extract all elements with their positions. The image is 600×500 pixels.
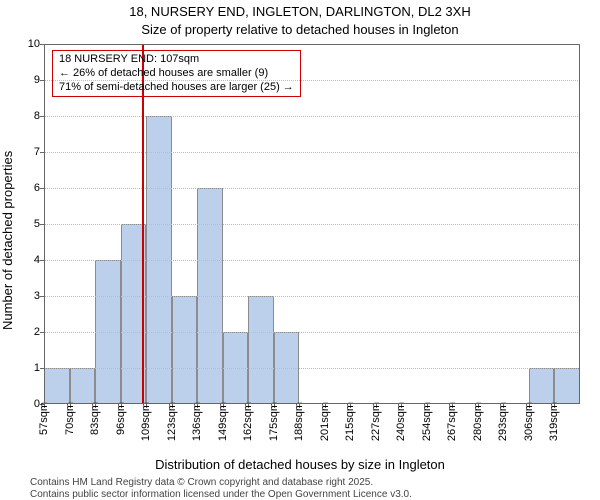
attribution-line1: Contains HM Land Registry data © Crown c… bbox=[30, 477, 373, 488]
xtick-label: 109sqm bbox=[140, 402, 152, 441]
annotation-box: 18 NURSERY END: 107sqm← 26% of detached … bbox=[52, 50, 301, 97]
ytick-label: 3 bbox=[20, 290, 40, 302]
ytick-label: 7 bbox=[20, 146, 40, 158]
chart-plot-area: 012345678910 57sqm70sqm83sqm96sqm109sqm1… bbox=[44, 44, 580, 404]
x-axis-label: Distribution of detached houses by size … bbox=[0, 457, 600, 472]
xtick-label: 201sqm bbox=[319, 402, 331, 441]
chart-title-line2: Size of property relative to detached ho… bbox=[0, 22, 600, 37]
ytick-label: 5 bbox=[20, 218, 40, 230]
ytick-label: 1 bbox=[20, 362, 40, 374]
chart-title-line1: 18, NURSERY END, INGLETON, DARLINGTON, D… bbox=[0, 4, 600, 19]
ytick-label: 0 bbox=[20, 398, 40, 410]
xtick-label: 149sqm bbox=[217, 402, 229, 441]
ytick-label: 9 bbox=[20, 74, 40, 86]
ytick-label: 8 bbox=[20, 110, 40, 122]
xtick-label: 280sqm bbox=[472, 402, 484, 441]
xtick-label: 240sqm bbox=[395, 402, 407, 441]
annotation-line3: 71% of semi-detached houses are larger (… bbox=[59, 81, 294, 95]
ytick-label: 4 bbox=[20, 254, 40, 266]
ytick-label: 6 bbox=[20, 182, 40, 194]
xtick-label: 96sqm bbox=[115, 402, 127, 435]
xtick-label: 227sqm bbox=[370, 402, 382, 441]
annotation-line1: 18 NURSERY END: 107sqm bbox=[59, 53, 294, 67]
y-axis-label: Number of detached properties bbox=[0, 151, 15, 330]
ytick-label: 10 bbox=[20, 38, 40, 50]
xtick-label: 162sqm bbox=[242, 402, 254, 441]
xtick-label: 188sqm bbox=[293, 402, 305, 441]
xtick-label: 267sqm bbox=[446, 402, 458, 441]
ytick-label: 2 bbox=[20, 326, 40, 338]
xtick-label: 175sqm bbox=[268, 402, 280, 441]
xtick-label: 123sqm bbox=[166, 402, 178, 441]
attribution-line2: Contains public sector information licen… bbox=[30, 489, 412, 500]
xtick-label: 306sqm bbox=[523, 402, 535, 441]
xtick-label: 293sqm bbox=[497, 402, 509, 441]
xtick-label: 319sqm bbox=[548, 402, 560, 441]
xtick-label: 57sqm bbox=[38, 402, 50, 435]
plot-border bbox=[44, 44, 580, 404]
xtick-label: 254sqm bbox=[421, 402, 433, 441]
annotation-line2: ← 26% of detached houses are smaller (9) bbox=[59, 67, 294, 81]
xtick-label: 70sqm bbox=[64, 402, 76, 435]
xtick-label: 83sqm bbox=[89, 402, 101, 435]
xtick-label: 215sqm bbox=[344, 402, 356, 441]
xtick-label: 136sqm bbox=[191, 402, 203, 441]
